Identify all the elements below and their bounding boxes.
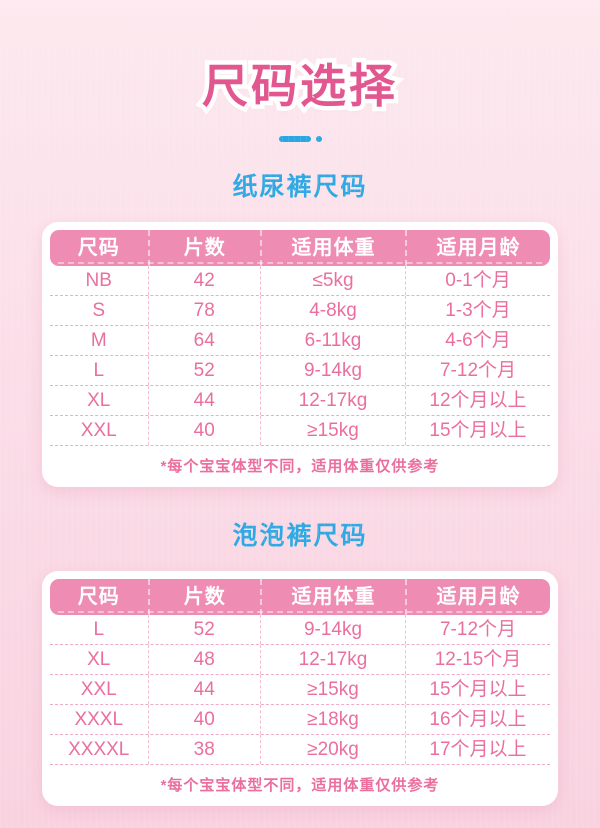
- table-row: S 78 4-8kg 1-3个月: [50, 296, 550, 326]
- cell-age: 17个月以上: [405, 735, 550, 764]
- column-header-count: 片数: [147, 579, 261, 615]
- page-title-text: 尺码选择: [202, 60, 398, 112]
- table-row: XXL 40 ≥15kg 15个月以上: [50, 416, 550, 446]
- cell-size: S: [92, 300, 106, 321]
- column-header-size: 尺码: [77, 237, 120, 259]
- cell-count: 44: [147, 386, 261, 415]
- cell-count: 44: [147, 675, 261, 704]
- bubble-pants-size-table: 尺码 片数 适用体重 适用月龄 L 52 9-14kg 7-12个月 XL 48…: [42, 571, 558, 806]
- section-title-bubble-pants: 泡泡裤尺码: [232, 522, 368, 550]
- cell-age: 7-12个月: [405, 356, 550, 385]
- cell-age: 12-15个月: [405, 645, 550, 674]
- divider-dot-icon: [315, 136, 322, 142]
- cell-weight: ≥15kg: [260, 675, 405, 704]
- cell-size: L: [93, 619, 105, 640]
- cell-weight: ≥20kg: [260, 735, 405, 764]
- cell-size: L: [93, 360, 105, 381]
- cell-weight: 12-17kg: [260, 645, 405, 674]
- cell-age: 15个月以上: [405, 675, 550, 704]
- bubble-table-header: 尺码 片数 适用体重 适用月龄: [50, 579, 550, 615]
- cell-age: 12个月以上: [405, 386, 550, 415]
- table-row: XXXL 40 ≥18kg 16个月以上: [50, 705, 550, 735]
- cell-size: XL: [87, 390, 111, 411]
- cell-age: 15个月以上: [405, 416, 550, 445]
- section-title-diaper: 纸尿裤尺码: [232, 173, 368, 201]
- cell-weight: 12-17kg: [260, 386, 405, 415]
- cell-count: 48: [147, 645, 261, 674]
- table-row: XXXXL 38 ≥20kg 17个月以上: [50, 735, 550, 765]
- diaper-table-header: 尺码 片数 适用体重 适用月龄: [50, 230, 550, 266]
- table-row: L 52 9-14kg 7-12个月: [50, 356, 550, 386]
- cell-count: 42: [147, 266, 261, 295]
- cell-size: XXXL: [74, 709, 124, 730]
- column-header-age: 适用月龄: [405, 230, 550, 266]
- cell-age: 7-12个月: [405, 615, 550, 644]
- cell-age: 1-3个月: [405, 296, 550, 325]
- page-title-outline: 尺码选择: [198, 56, 400, 117]
- cell-weight: 9-14kg: [260, 356, 405, 385]
- cell-age: 4-6个月: [405, 326, 550, 355]
- bubble-table-footnote: *每个宝宝体型不同，适用体重仅供参考: [160, 777, 440, 794]
- page-title: 尺码选择 尺码选择: [0, 56, 600, 117]
- diaper-table-body: NB 42 ≤5kg 0-1个月 S 78 4-8kg 1-3个月 M 64 6…: [50, 266, 550, 446]
- diaper-table-footnote: *每个宝宝体型不同，适用体重仅供参考: [160, 458, 440, 475]
- cell-weight: ≥18kg: [260, 705, 405, 734]
- cell-weight: 4-8kg: [260, 296, 405, 325]
- table-row: XL 48 12-17kg 12-15个月: [50, 645, 550, 675]
- cell-weight: ≥15kg: [260, 416, 405, 445]
- table-row: L 52 9-14kg 7-12个月: [50, 615, 550, 645]
- cell-count: 52: [147, 615, 261, 644]
- cell-size: XXL: [80, 679, 117, 700]
- cell-count: 40: [147, 416, 261, 445]
- column-header-size: 尺码: [77, 586, 120, 608]
- divider-dash-icon: [278, 136, 311, 142]
- column-header-age: 适用月龄: [405, 579, 550, 615]
- cell-size: M: [90, 330, 107, 351]
- cell-weight: ≤5kg: [260, 266, 405, 295]
- cell-age: 16个月以上: [405, 705, 550, 734]
- table-row: XL 44 12-17kg 12个月以上: [50, 386, 550, 416]
- cell-size: XXL: [80, 420, 117, 441]
- cell-weight: 6-11kg: [260, 326, 405, 355]
- cell-size: XXXXL: [68, 739, 130, 760]
- cell-age: 0-1个月: [405, 266, 550, 295]
- cell-count: 40: [147, 705, 261, 734]
- cell-count: 52: [147, 356, 261, 385]
- diaper-size-table: 尺码 片数 适用体重 适用月龄 NB 42 ≤5kg 0-1个月 S 78 4-…: [42, 222, 558, 487]
- column-header-count: 片数: [147, 230, 261, 266]
- table-row: NB 42 ≤5kg 0-1个月: [50, 266, 550, 296]
- cell-count: 64: [147, 326, 261, 355]
- cell-count: 38: [147, 735, 261, 764]
- table-row: M 64 6-11kg 4-6个月: [50, 326, 550, 356]
- cell-size: NB: [85, 270, 112, 291]
- column-header-weight: 适用体重: [260, 579, 405, 615]
- bubble-table-body: L 52 9-14kg 7-12个月 XL 48 12-17kg 12-15个月…: [50, 615, 550, 765]
- title-divider: [0, 136, 600, 142]
- cell-count: 78: [147, 296, 261, 325]
- cell-weight: 9-14kg: [260, 615, 405, 644]
- cell-size: XL: [87, 649, 111, 670]
- column-header-weight: 适用体重: [260, 230, 405, 266]
- table-row: XXL 44 ≥15kg 15个月以上: [50, 675, 550, 705]
